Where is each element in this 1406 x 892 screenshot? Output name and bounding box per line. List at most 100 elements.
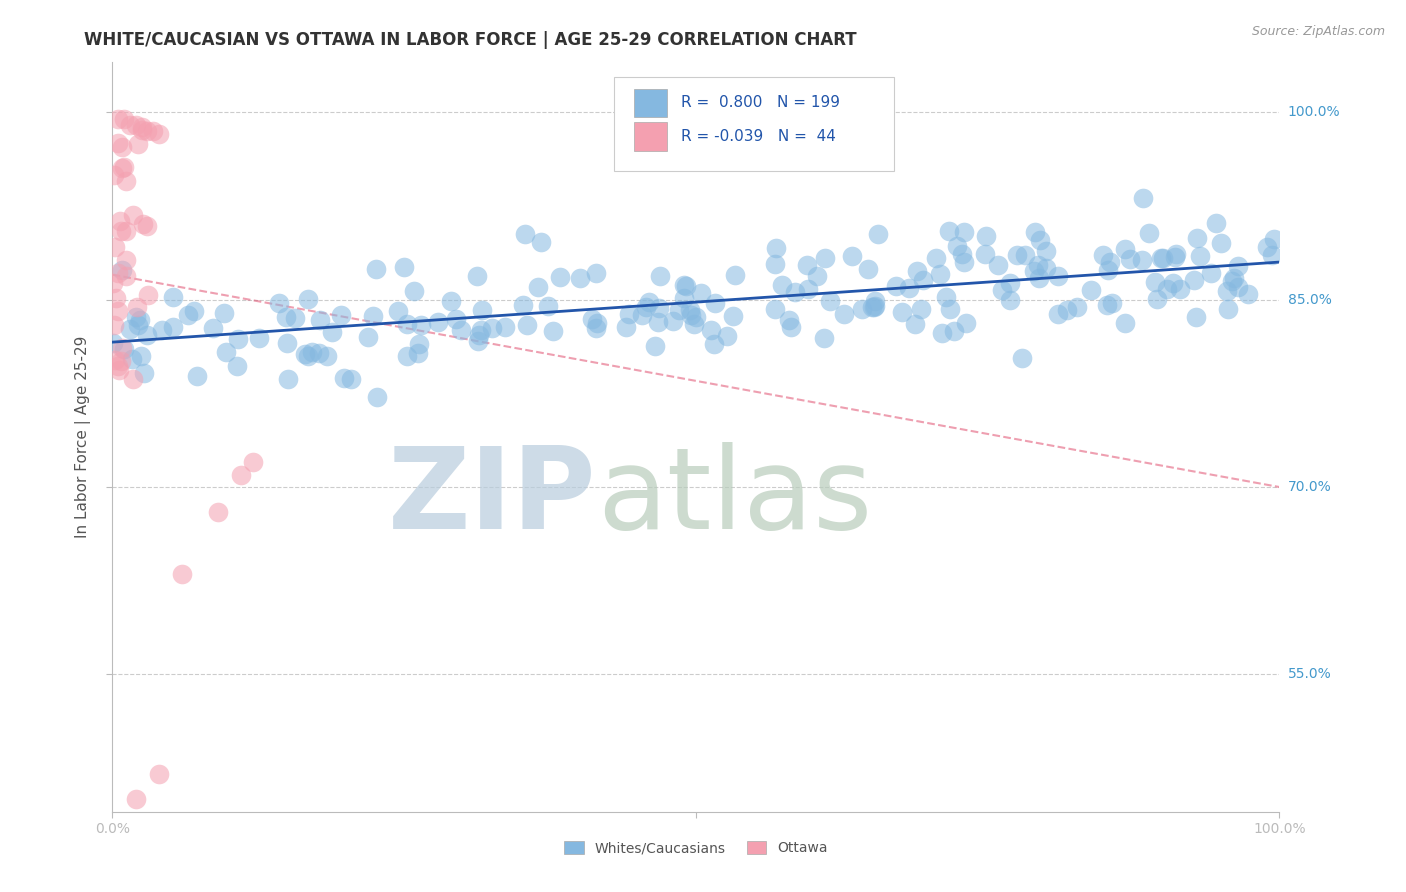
Point: [409, 318, 432, 333]
Point: [614, 320, 637, 334]
Point: [516, 318, 538, 332]
Point: [125, 792, 148, 806]
Point: [998, 276, 1021, 290]
Point: [247, 331, 270, 345]
Point: [813, 331, 835, 345]
Point: [763, 257, 786, 271]
Point: [214, 306, 236, 320]
Point: [297, 349, 319, 363]
Point: [162, 320, 184, 334]
Point: [703, 337, 725, 351]
Point: [340, 372, 363, 386]
Point: [1114, 242, 1136, 256]
Point: [946, 239, 969, 253]
Point: [1101, 295, 1123, 310]
Point: [672, 277, 695, 292]
Point: [1256, 240, 1278, 254]
Point: [891, 304, 914, 318]
Point: [396, 317, 419, 331]
Point: [863, 293, 886, 308]
Point: [780, 319, 803, 334]
Point: [1164, 246, 1187, 260]
Point: [125, 310, 148, 325]
Point: [512, 298, 534, 312]
Point: [316, 349, 339, 363]
Point: [953, 225, 976, 239]
Point: [103, 318, 125, 333]
Point: [1035, 244, 1057, 258]
Point: [904, 318, 927, 332]
Text: 100.0%: 100.0%: [1288, 105, 1340, 120]
Point: [1011, 351, 1033, 366]
Point: [444, 312, 467, 326]
Point: [118, 118, 141, 132]
Point: [856, 262, 879, 277]
Point: [1056, 303, 1078, 318]
Point: [108, 363, 131, 377]
Point: [672, 291, 695, 305]
Point: [991, 283, 1014, 297]
Point: [1164, 250, 1187, 264]
Point: [471, 302, 494, 317]
Point: [408, 337, 430, 351]
Point: [107, 136, 129, 150]
Point: [724, 268, 747, 283]
Point: [107, 359, 129, 373]
Point: [1022, 264, 1045, 278]
Point: [647, 315, 669, 329]
Point: [530, 235, 553, 249]
Point: [467, 334, 489, 348]
Point: [806, 268, 828, 283]
Point: [111, 140, 134, 154]
Y-axis label: In Labor Force | Age 25-29: In Labor Force | Age 25-29: [75, 336, 91, 538]
Point: [427, 315, 450, 329]
Point: [150, 323, 173, 337]
Point: [101, 336, 124, 351]
Point: [129, 349, 152, 363]
Point: [683, 317, 706, 331]
Point: [905, 263, 928, 277]
Point: [104, 291, 127, 305]
Point: [107, 303, 129, 318]
Point: [1227, 280, 1250, 294]
Point: [277, 372, 299, 386]
Point: [1091, 248, 1114, 262]
Point: [668, 303, 690, 318]
Point: [860, 300, 883, 314]
Point: [110, 353, 132, 368]
Point: [122, 208, 145, 222]
Point: [242, 455, 264, 469]
Point: [987, 258, 1010, 272]
Point: [202, 320, 225, 334]
Point: [450, 323, 472, 337]
Point: [1237, 286, 1260, 301]
Point: [131, 218, 153, 232]
Point: [679, 303, 702, 318]
Point: [470, 323, 492, 337]
Point: [1026, 258, 1049, 272]
Point: [440, 294, 463, 309]
Point: [363, 309, 385, 323]
Point: [110, 223, 132, 237]
Point: [929, 267, 952, 281]
Point: [104, 240, 127, 254]
Point: [938, 224, 960, 238]
Point: [897, 281, 920, 295]
Point: [785, 285, 807, 299]
Point: [1261, 248, 1284, 262]
Point: [132, 366, 155, 380]
Point: [1223, 271, 1246, 285]
Point: [541, 324, 564, 338]
Point: [886, 278, 908, 293]
Point: [1035, 261, 1057, 276]
Point: [648, 268, 671, 283]
Point: [215, 344, 238, 359]
Point: [685, 310, 707, 324]
Text: 70.0%: 70.0%: [1288, 480, 1331, 494]
Point: [357, 330, 380, 344]
Point: [111, 341, 134, 355]
Point: [111, 262, 134, 277]
Point: [617, 307, 640, 321]
Point: [585, 321, 607, 335]
Point: [1188, 249, 1211, 263]
